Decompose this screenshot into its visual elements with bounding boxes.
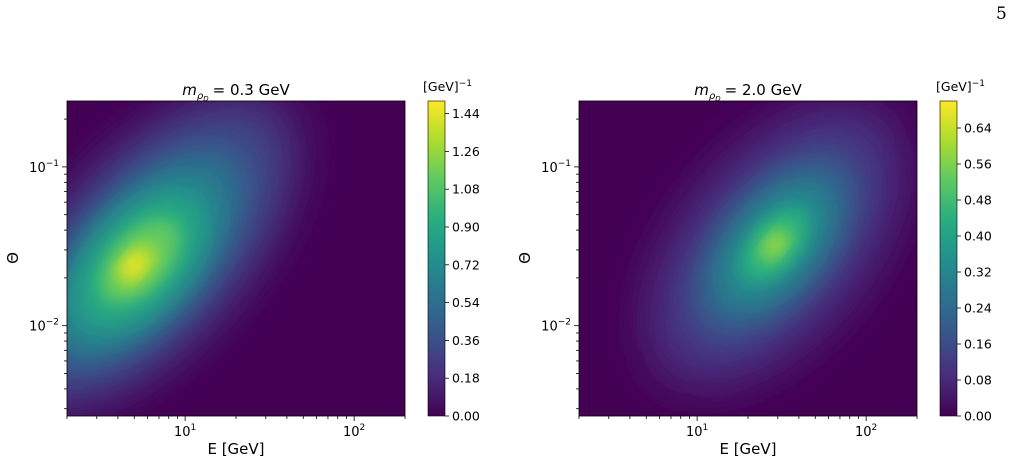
density-map-1 — [641, 101, 909, 393]
x-axis-label-0: E [GeV] — [207, 440, 264, 458]
colorbar-1 — [939, 100, 958, 417]
colorbar-tick-label: 0.48 — [964, 193, 992, 208]
colorbar-tick-label: 0.40 — [964, 229, 992, 244]
heatmap-panel-1: 101 102 10−1 10−2 mρD = 2.0 GeV E [GeV] Θ 0.… — [516, 79, 992, 458]
colorbar-tick-label: 0.00 — [452, 409, 480, 424]
chart-title-0: mρD = 0.3 GeV — [182, 81, 290, 103]
density-map-0 — [67, 101, 302, 412]
axes-1: 101 102 10−1 10−2 — [541, 118, 918, 440]
colorbar-tick-label: 0.56 — [964, 157, 992, 172]
y-axis-label-1: Θ — [516, 252, 534, 264]
colorbar-tick-label: 0.36 — [452, 333, 480, 348]
colorbar-ticks-0: 0.00 0.18 0.36 0.54 0.72 0.90 1.08 1.26 1.44 — [445, 106, 480, 424]
colorbar-tick-label: 0.00 — [964, 409, 992, 424]
colorbar-tick-label: 0.24 — [964, 301, 992, 316]
colorbar-label-0: [GeV]−1 — [423, 79, 472, 94]
colorbar-0 — [427, 100, 446, 417]
x-tick-label: 102 — [343, 423, 365, 440]
y-tick-label: 10−2 — [541, 318, 571, 335]
colorbar-tick-label: 0.08 — [964, 373, 992, 388]
y-tick-label: 10−1 — [541, 159, 571, 176]
y-tick-label: 10−2 — [29, 318, 59, 335]
colorbar-tick-label: 0.90 — [452, 220, 480, 235]
page-number: 5 — [996, 4, 1007, 24]
heatmap-panel-0: 101 102 10−1 10−2 mρD = 0.3 GeV E [GeV] Θ 0.… — [4, 79, 480, 458]
colorbar-tick-label: 0.32 — [964, 265, 992, 280]
y-axis-label-0: Θ — [4, 252, 22, 264]
colorbar-label-1: [GeV]−1 — [936, 79, 985, 94]
colorbar-tick-label: 0.64 — [964, 121, 992, 136]
colorbar-tick-label: 0.54 — [452, 295, 480, 310]
chart-title-1: mρD = 2.0 GeV — [694, 81, 802, 103]
colorbar-tick-label: 0.18 — [452, 371, 480, 386]
colorbar-tick-label: 0.72 — [452, 257, 480, 272]
x-tick-label: 101 — [686, 423, 708, 440]
x-tick-label: 101 — [174, 423, 196, 440]
colorbar-tick-label: 1.26 — [452, 144, 480, 159]
axes-0: 101 102 10−1 10−2 — [29, 118, 406, 440]
colorbar-ticks-1: 0.00 0.08 0.16 0.24 0.32 0.40 0.48 0.56 0.64 — [957, 121, 992, 424]
x-tick-label: 102 — [855, 423, 877, 440]
y-tick-label: 10−1 — [29, 159, 59, 176]
colorbar-tick-label: 0.16 — [964, 337, 992, 352]
colorbar-tick-label: 1.44 — [452, 106, 480, 121]
colorbar-tick-label: 1.08 — [452, 182, 480, 197]
x-axis-label-1: E [GeV] — [719, 440, 776, 458]
